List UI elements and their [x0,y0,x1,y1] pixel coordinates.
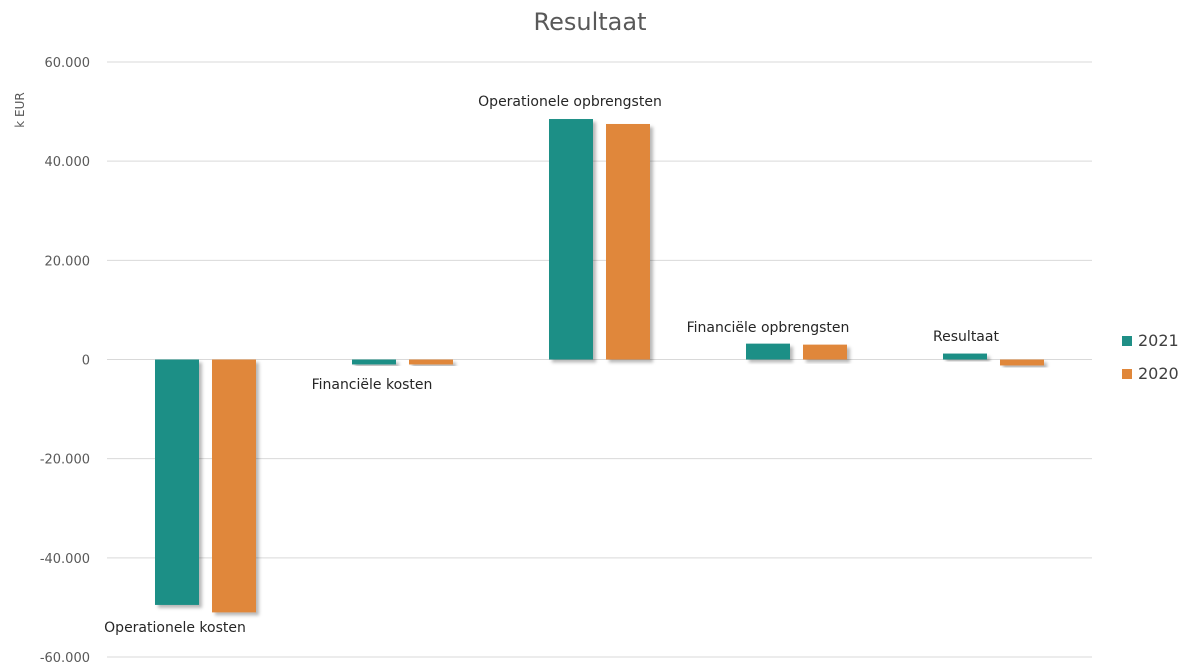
legend-swatch-2021 [1122,336,1132,346]
category-label: Financiële opbrengsten [687,320,850,336]
bar-2021 [155,359,199,605]
category-label: Operationele opbrengsten [478,94,662,110]
bar-2020 [409,359,453,365]
bar-2021 [352,359,396,365]
gridlines [107,61,1092,658]
y-tick-label: 20.000 [45,254,91,269]
y-tick-label: -60.000 [40,651,90,666]
legend-label: 2021 [1138,331,1179,350]
y-axis-ticks: 60.000 40.000 20.000 0 -20.000 -40.000 -60.000 [40,56,90,666]
y-tick-label: -40.000 [40,552,90,567]
category-label: Financiële kosten [312,377,433,393]
y-tick-label: 0 [82,354,90,369]
legend: 2021 2020 [1122,331,1179,383]
bar-2020 [1000,359,1044,366]
y-tick-label: -20.000 [40,453,90,468]
bar-2021 [746,343,790,360]
bar-2020 [803,344,847,360]
chart-title: Resultaat [534,8,647,36]
bar-2021 [943,353,987,360]
bar-2020 [212,359,256,613]
bar-2021 [549,119,593,360]
y-tick-label: 40.000 [45,155,91,170]
legend-swatch-2020 [1122,369,1132,379]
legend-label: 2020 [1138,364,1179,383]
y-axis-label: k EUR [13,92,27,127]
bars [155,119,1044,613]
category-labels: Operationele kosten Financiële kosten Oper… [104,94,999,636]
y-tick-label: 60.000 [45,56,91,71]
bar-2020 [606,123,650,360]
category-label: Operationele kosten [104,620,246,636]
category-label: Resultaat [933,329,999,345]
